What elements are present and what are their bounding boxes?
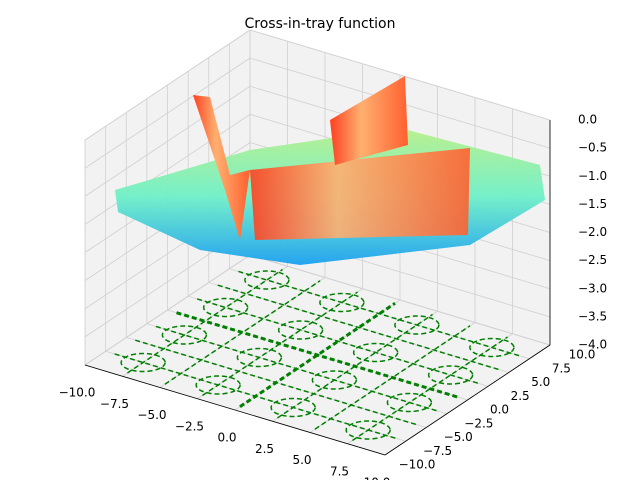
contour — [164, 280, 321, 385]
contour — [270, 397, 316, 418]
grid-line — [249, 29, 551, 121]
contour — [244, 270, 290, 290]
y-tick-label: 5.0 — [531, 375, 550, 389]
y-tick-label: 10.0 — [569, 348, 596, 362]
contour — [176, 311, 459, 399]
contour — [314, 325, 471, 430]
axis-line — [84, 364, 386, 456]
contour — [277, 313, 433, 419]
grid-line — [84, 114, 251, 225]
z-tick-label: −3.5 — [578, 309, 607, 323]
z-tick-label: −2.5 — [578, 253, 607, 267]
contour — [394, 315, 440, 335]
contour — [427, 365, 474, 385]
axis-line — [384, 344, 551, 456]
contour — [202, 291, 358, 397]
contour — [319, 292, 365, 313]
contour — [236, 347, 283, 368]
y-tick-label: 7.5 — [552, 361, 571, 375]
x-tick-label: 10.0 — [364, 476, 391, 480]
contour — [386, 392, 433, 413]
contour — [277, 320, 324, 340]
y-tick-label: 0.0 — [490, 403, 509, 417]
contour — [217, 284, 500, 371]
contour — [202, 297, 249, 318]
grid-line — [84, 254, 251, 366]
z-tick-label: −2.0 — [578, 225, 607, 239]
y-tick-label: −7.5 — [423, 444, 452, 458]
x-tick-label: −2.5 — [175, 419, 204, 433]
contour — [127, 268, 283, 374]
y-tick-label: −2.5 — [464, 416, 493, 430]
x-tick-label: 0.0 — [217, 431, 236, 445]
contour — [352, 336, 508, 442]
y-tick-label: 2.5 — [511, 389, 530, 403]
contour — [469, 337, 515, 358]
contour — [120, 352, 166, 373]
surface — [115, 76, 545, 265]
x-tick-label: −7.5 — [100, 397, 129, 411]
z-tick-label: −0.5 — [578, 141, 607, 155]
chart-title: Cross-in-tray function — [245, 16, 396, 32]
x-tick-label: 2.5 — [255, 442, 274, 456]
surface-ridge — [330, 76, 408, 165]
contours — [114, 268, 521, 442]
contour — [195, 375, 241, 395]
x-tick-label: −10.0 — [59, 386, 96, 400]
contour — [352, 342, 399, 363]
y-tick-label: −10.0 — [399, 458, 436, 472]
grid-line — [84, 85, 251, 197]
grid-line — [84, 57, 251, 169]
y-tick-label: −5.0 — [444, 430, 473, 444]
z-tick-label: −1.5 — [578, 197, 607, 211]
surface-ridge — [250, 148, 470, 240]
grid-line — [249, 254, 551, 346]
x-tick-label: −5.0 — [137, 408, 166, 422]
contour — [345, 420, 391, 440]
x-tick-label: 7.5 — [330, 464, 349, 478]
contour — [311, 370, 358, 390]
contour — [196, 298, 480, 385]
z-tick-label: −4.0 — [578, 338, 607, 352]
surface-ridge — [193, 95, 250, 240]
contour — [161, 325, 208, 345]
contour — [239, 302, 396, 408]
z-tick-label: −3.0 — [578, 281, 607, 295]
grid-line — [84, 29, 251, 141]
contour — [238, 270, 521, 357]
x-tick-label: 5.0 — [292, 453, 311, 467]
z-tick-label: −1.0 — [578, 169, 607, 183]
z-tick-label: 0.0 — [578, 113, 597, 127]
